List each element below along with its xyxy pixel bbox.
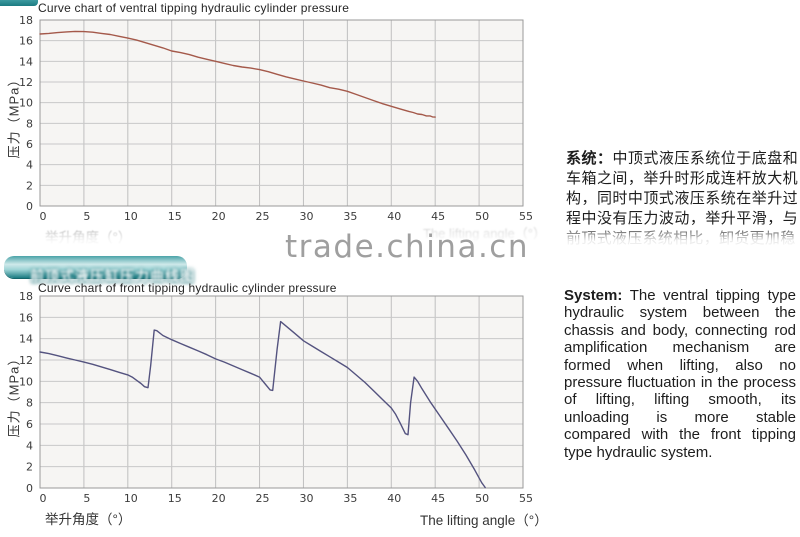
system-paragraph-en-label: System: [564,287,623,304]
svg-text:10: 10 [19,375,33,388]
svg-text:4: 4 [26,439,33,452]
chart2-plot: 0 5 10 15 20 25 30 35 40 45 50 55 0 2 4 6 8 10 12 14 16 18 [19,290,533,505]
svg-text:12: 12 [19,354,33,367]
svg-text:12: 12 [19,76,33,89]
system-paragraph-zh: 系统：中顶式液压系统位于底盘和车箱之间，举升时形成连杆放大机构，同时中顶式液压系… [566,148,798,248]
svg-text:0: 0 [26,482,33,495]
svg-text:16: 16 [19,311,33,324]
svg-text:45: 45 [431,210,445,223]
svg-text:8: 8 [26,117,33,130]
svg-text:14: 14 [19,55,33,68]
svg-text:20: 20 [212,492,226,505]
svg-text:0: 0 [26,200,33,213]
svg-text:0: 0 [40,492,47,505]
chart2-banner-bar [4,256,187,278]
chart1-title: Curve chart of ventral tipping hydraulic… [38,1,350,15]
svg-text:10: 10 [19,97,33,110]
system-paragraph-zh-label: 系统： [566,149,613,167]
svg-text:25: 25 [256,492,270,505]
svg-text:45: 45 [431,492,445,505]
svg-text:15: 15 [168,210,182,223]
svg-text:40: 40 [387,492,401,505]
chart2-banner-title-zh-ghost: 前顶式液压缸压力曲线图 [30,268,195,284]
svg-text:55: 55 [519,210,533,223]
svg-text:30: 30 [299,492,313,505]
svg-text:35: 35 [343,492,357,505]
svg-text:50: 50 [475,492,489,505]
svg-text:20: 20 [212,210,226,223]
svg-text:25: 25 [256,210,270,223]
svg-text:16: 16 [19,35,33,48]
chart2-x-axis-label-zh: 举升角度（°） [45,512,132,527]
system-paragraph-en-text: The ventral tipping type hydraulic syste… [564,287,796,461]
svg-text:15: 15 [168,492,182,505]
chart2-title: Curve chart of front tipping hydraulic c… [38,281,337,295]
svg-text:2: 2 [26,461,33,474]
chart2-y-axis-label: 压力（MPa） [6,351,22,438]
svg-text:2: 2 [26,179,33,192]
chart1-plot: 0 5 10 15 20 25 30 35 40 45 50 55 0 2 4 6 8 10 12 14 16 18 [19,14,533,223]
svg-text:30: 30 [299,210,313,223]
system-paragraph-en: System: The ventral tipping type hydraul… [564,287,796,461]
svg-text:50: 50 [475,210,489,223]
chart1-x-axis-label-zh-ghost: 举升角度（°） [45,230,132,245]
svg-text:10: 10 [124,210,138,223]
svg-text:40: 40 [387,210,401,223]
svg-text:14: 14 [19,333,33,346]
svg-text:35: 35 [343,210,357,223]
svg-text:5: 5 [83,210,90,223]
svg-text:4: 4 [26,159,33,172]
svg-text:8: 8 [26,397,33,410]
svg-text:6: 6 [26,418,33,431]
svg-text:6: 6 [26,138,33,151]
chart2-x-axis-label-en: The lifting angle（°） [420,513,548,528]
svg-text:5: 5 [83,492,90,505]
svg-text:18: 18 [19,290,33,303]
svg-text:55: 55 [519,492,533,505]
svg-text:18: 18 [19,14,33,27]
svg-text:10: 10 [124,492,138,505]
watermark-text: trade.china.cn [285,229,529,265]
chart1-y-axis-label: 压力（MPa） [6,72,22,159]
top-banner-remnant [0,0,38,6]
svg-text:0: 0 [40,210,47,223]
